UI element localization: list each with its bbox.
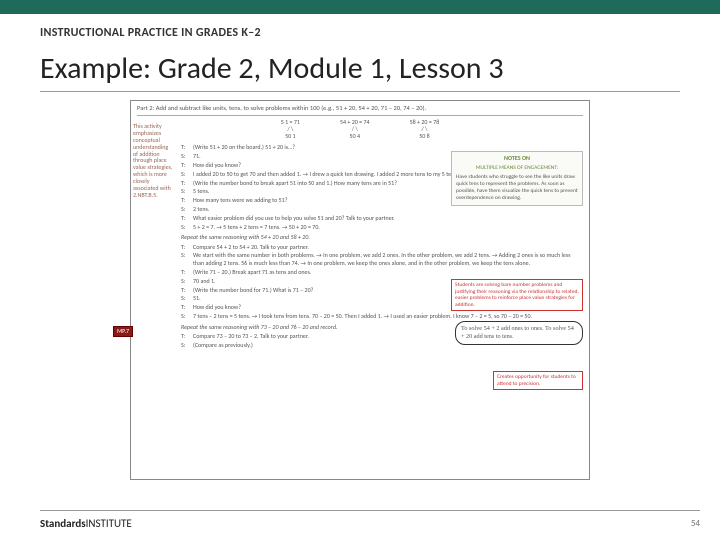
page-title: Example: Grade 2, Module 1, Lesson 3 <box>40 50 680 92</box>
dialogue-text: (Write 71 – 20.) Break apart 71 as tens … <box>193 269 583 277</box>
speaker-label: S: <box>181 188 193 196</box>
red-annotation-1: Students are solving bare number problem… <box>451 279 583 311</box>
speaker-label: S: <box>181 224 193 232</box>
dialogue-row: T:What easier problem did you use to hel… <box>181 215 583 223</box>
header-color-bar <box>0 0 720 14</box>
page-number: 54 <box>691 518 700 529</box>
speaker-label: S: <box>181 313 193 321</box>
speaker-label: T: <box>181 197 193 205</box>
speaker-label: S: <box>181 153 193 161</box>
speaker-label: T: <box>181 304 193 312</box>
speaker-label: T: <box>181 144 193 152</box>
slide-content: INSTRUCTIONAL PRACTICE IN GRADES K–2 Exa… <box>0 14 720 480</box>
repeat-line-1: Repeat the same reasoning with 54 + 20 a… <box>181 234 583 241</box>
slide-footer: StandardsINSTITUTE 54 <box>40 510 700 530</box>
dialogue-row: S:2 tens. <box>181 206 583 214</box>
red-annotation-2: Creates opportunity for students to atte… <box>493 371 583 390</box>
speaker-label: T: <box>181 215 193 223</box>
dialogue-text: 5 + 2 = 7. → 5 tens + 2 tens = 7 tens. →… <box>193 224 583 232</box>
dialogue-row: S:7 tens – 2 tens = 5 tens. → I took ten… <box>181 313 583 321</box>
number-bond-3: 58 + 20 = 78 / \ 50 8 <box>410 119 440 141</box>
dialogue-row: T:(Write 71 – 20.) Break apart 71 as ten… <box>181 269 583 277</box>
margin-annotation: This activity emphasizes conceptual unde… <box>133 123 173 199</box>
dialogue-text: What easier problem did you use to help … <box>193 215 583 223</box>
speaker-label: S: <box>181 252 193 268</box>
notes-subtitle: MULTIPLE MEANS OF ENGAGEMENT: <box>456 165 578 172</box>
speaker-label: T: <box>181 162 193 170</box>
dialogue-row: S:We start with the same number in both … <box>181 252 583 268</box>
notes-callout: NOTES ON MULTIPLE MEANS OF ENGAGEMENT: H… <box>451 151 583 206</box>
lesson-part-header: Part 2: Add and subtract like units, ten… <box>137 105 583 116</box>
dialogue-text: 2 tens. <box>193 206 583 214</box>
mp-tag: MP.7 <box>113 326 133 337</box>
dialogue-row: T:Compare 54 + 2 to 54 + 20. Talk to you… <box>181 244 583 252</box>
speaker-label: T: <box>181 333 193 341</box>
speaker-label: T: <box>181 244 193 252</box>
number-bond-row: 5 1 = 71 / \ 50 1 54 + 20 = 74 / \ 50 4 … <box>137 119 583 141</box>
speaker-label: S: <box>181 171 193 179</box>
number-bond-2: 54 + 20 = 74 / \ 50 4 <box>340 119 370 141</box>
dialogue-text: We start with the same number in both pr… <box>193 252 583 268</box>
lesson-excerpt: Part 2: Add and subtract like units, ten… <box>130 100 590 480</box>
speaker-label: T: <box>181 269 193 277</box>
thought-bubble: To solve 54 + 2 add ones to ones. To sol… <box>455 321 583 345</box>
notes-title: NOTES ON <box>456 155 578 163</box>
speaker-label: T: <box>181 180 193 188</box>
speaker-label: S: <box>181 342 193 350</box>
brand-logo: StandardsINSTITUTE <box>40 517 132 530</box>
eyebrow-text: INSTRUCTIONAL PRACTICE IN GRADES K–2 <box>40 26 680 40</box>
speaker-label: S: <box>181 295 193 303</box>
notes-body: Have students who struggle to see the li… <box>456 174 578 202</box>
dialogue-text: 7 tens – 2 tens = 5 tens. → I took tens … <box>193 313 583 321</box>
dialogue-row: S:5 + 2 = 7. → 5 tens + 2 tens = 7 tens.… <box>181 224 583 232</box>
dialogue-text: Compare 54 + 2 to 54 + 20. Talk to your … <box>193 244 583 252</box>
speaker-label: T: <box>181 287 193 295</box>
number-bond-1: 5 1 = 71 / \ 50 1 <box>281 119 300 141</box>
speaker-label: S: <box>181 206 193 214</box>
speaker-label: S: <box>181 278 193 286</box>
